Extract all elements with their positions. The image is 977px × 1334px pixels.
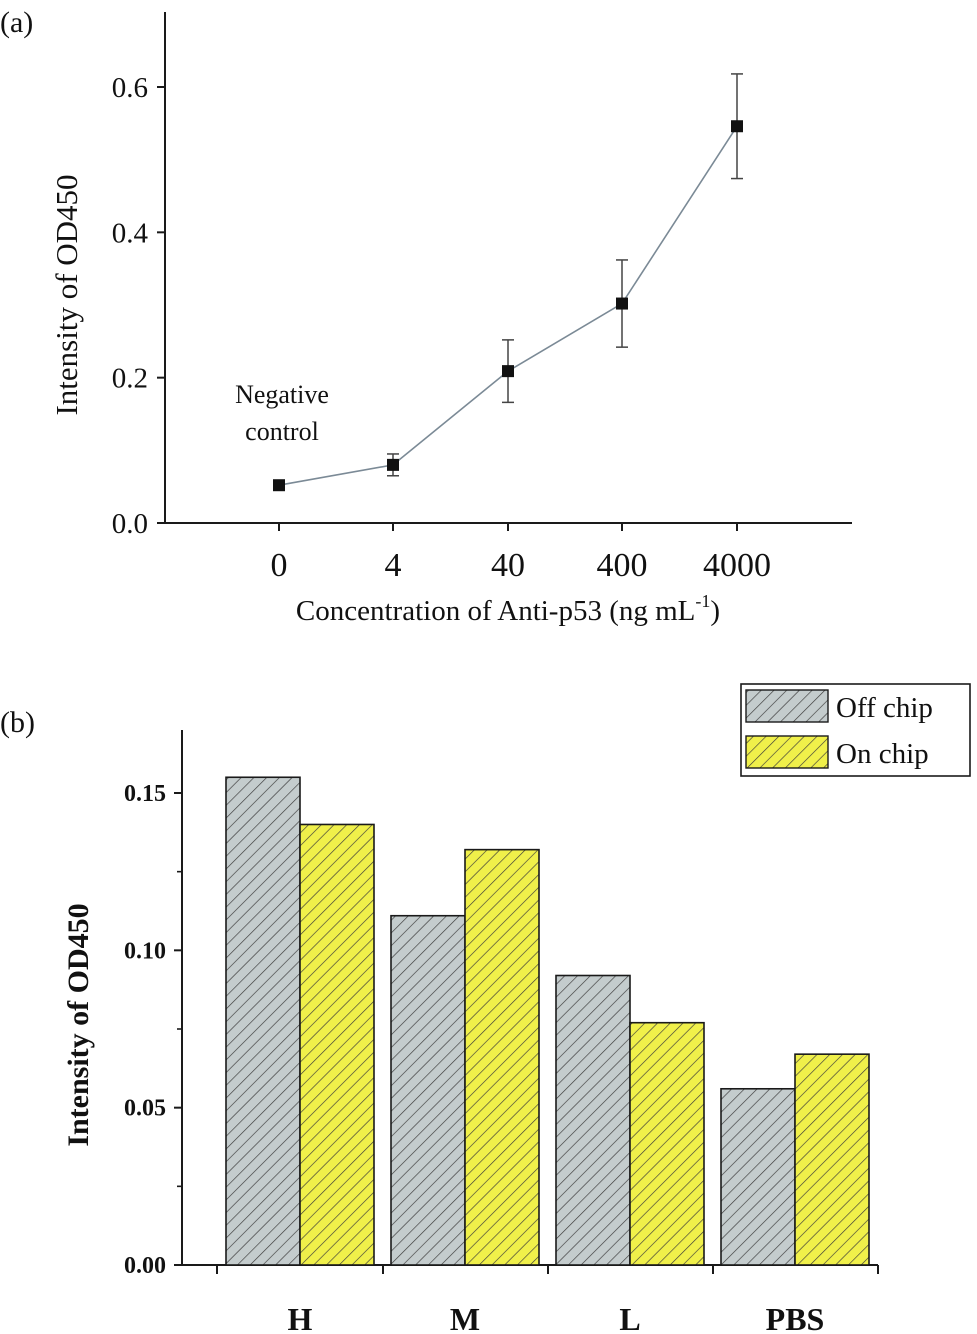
legend-label-on-chip: On chip — [836, 738, 929, 770]
bar-off-chip — [720, 1087, 796, 1266]
series-line — [278, 125, 738, 487]
data-point — [273, 479, 285, 492]
bar-on-chip — [299, 823, 375, 1266]
panel-a-x-axis-label: Concentration of Anti-p53 (ng mL-1) — [296, 591, 720, 627]
data-point — [502, 365, 514, 378]
panel-b-bar-chart: (b) 0.00 0.05 0.10 0.15 H M L PBS Intensity of… — [0, 683, 971, 1334]
bar-on-chip — [629, 1021, 705, 1266]
panel-a-line-chart: (a) 0.0 0.2 0.4 0.6 0 4 40 400 4000 Intensity o… — [0, 6, 852, 627]
negative-control-annotation-line1: Negative — [235, 380, 329, 409]
x-tick-label: 4 — [385, 547, 402, 584]
x-tick-label: 4000 — [703, 547, 771, 584]
panel-b-x-ticks: H M L PBS — [216, 1265, 879, 1334]
y-tick-label: 0.00 — [124, 1253, 166, 1279]
panel-b-y-ticks: 0.00 0.05 0.10 0.15 — [124, 781, 182, 1279]
panel-b-bars — [225, 776, 870, 1266]
y-tick-label: 0.4 — [112, 217, 149, 249]
y-tick-label: 0.05 — [124, 1096, 166, 1122]
data-point — [731, 120, 743, 133]
panel-b-legend: Off chip On chip — [740, 683, 971, 777]
panel-a-x-ticks: 0 4 40 400 4000 — [271, 523, 771, 584]
bar-off-chip — [390, 914, 466, 1266]
y-tick-label: 0.15 — [124, 781, 166, 807]
x-tick-label: 40 — [491, 547, 525, 584]
y-tick-label: 0.10 — [124, 938, 166, 964]
x-tick-label: H — [288, 1301, 313, 1334]
bar-on-chip — [464, 848, 540, 1266]
x-tick-label: M — [450, 1301, 480, 1334]
data-point — [387, 458, 399, 471]
negative-control-annotation-line2: control — [245, 417, 319, 446]
panel-b-label: (b) — [0, 706, 35, 739]
x-tick-label: PBS — [766, 1301, 825, 1334]
panel-a-label: (a) — [0, 6, 33, 39]
x-tick-label: 400 — [597, 547, 648, 584]
legend-label-off-chip: Off chip — [836, 692, 933, 724]
x-tick-label: L — [619, 1301, 640, 1334]
bar-on-chip — [794, 1053, 870, 1266]
panel-a-y-ticks: 0.0 0.2 0.4 0.6 — [112, 72, 165, 540]
y-tick-label: 0.2 — [112, 363, 148, 395]
y-tick-label: 0.0 — [112, 508, 148, 540]
x-tick-label: 0 — [271, 547, 288, 584]
bar-off-chip — [225, 776, 301, 1266]
x-label-main: Concentration of Anti-p53 (ng mL — [296, 595, 696, 627]
legend-swatch-on-chip — [745, 735, 829, 769]
bar-off-chip — [555, 974, 631, 1266]
data-point — [616, 297, 628, 310]
panel-a-y-axis-label: Intensity of OD450 — [49, 174, 84, 415]
y-tick-label: 0.6 — [112, 72, 148, 104]
panel-a-plot-area — [273, 73, 743, 492]
legend-swatch-off-chip — [745, 689, 829, 723]
panel-b-y-axis-label: Intensity of OD450 — [62, 903, 95, 1146]
x-label-end: ) — [710, 595, 720, 627]
x-label-superscript: -1 — [695, 591, 710, 611]
